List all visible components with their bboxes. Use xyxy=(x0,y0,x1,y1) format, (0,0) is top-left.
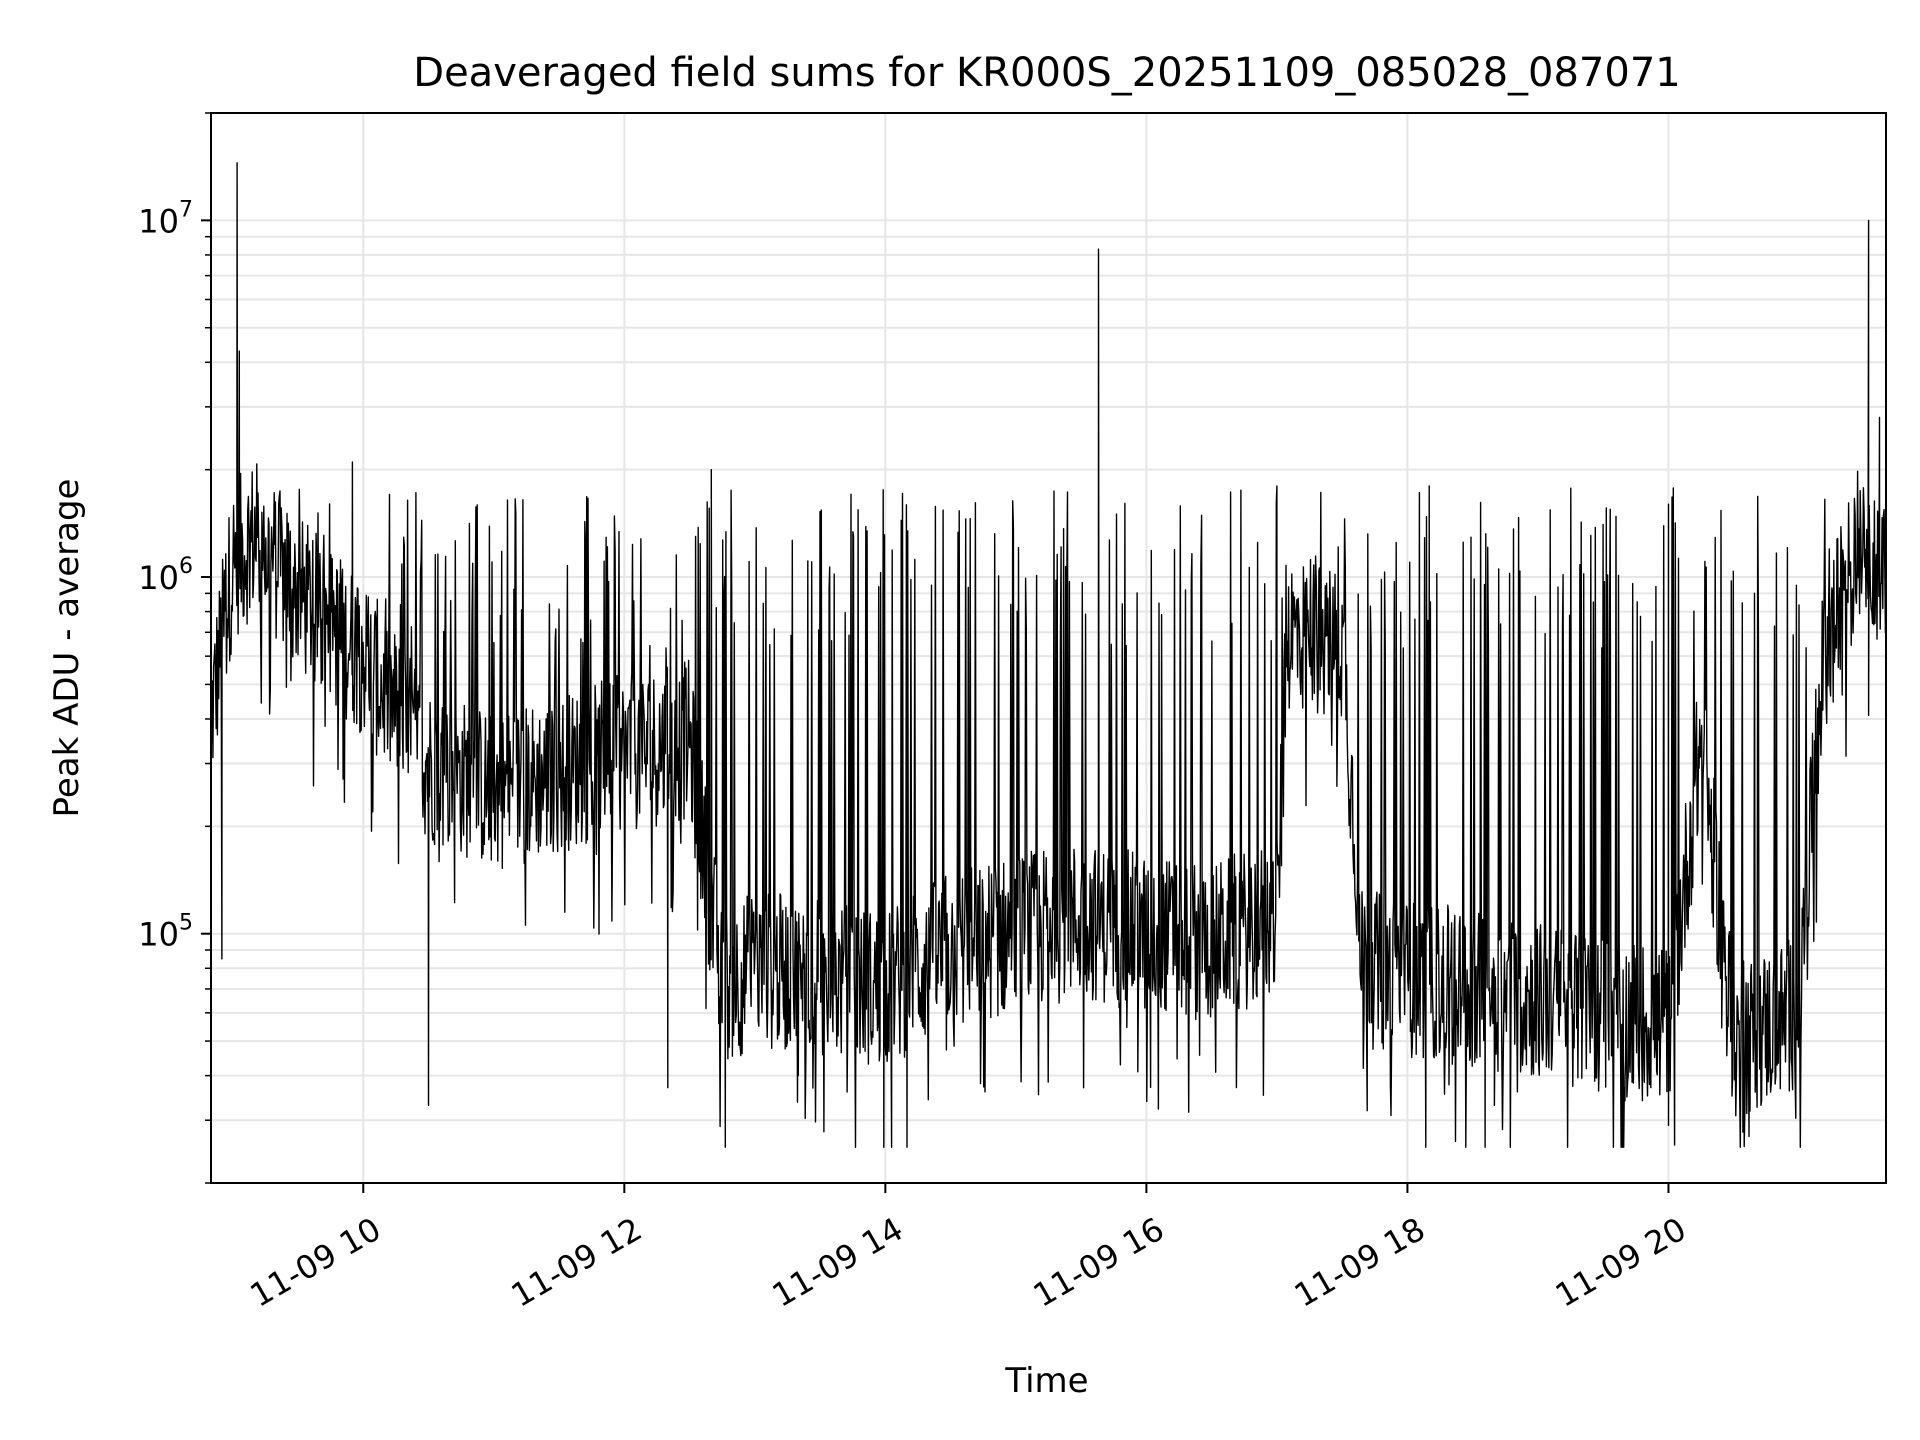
series-line xyxy=(210,162,1887,1148)
chart-title: Deaveraged field sums for KR000S_2025110… xyxy=(413,50,1680,96)
y-tick-label: 105 xyxy=(138,911,193,954)
x-axis-label: Time xyxy=(1004,1361,1088,1401)
plot-frame xyxy=(210,112,1887,1184)
y-axis: 105 106 107 xyxy=(138,112,211,1184)
y-axis-label: Peak ADU - average xyxy=(47,479,87,818)
series-group xyxy=(210,162,1887,1148)
y-tick-label: 107 xyxy=(138,197,193,240)
y-tick-label: 106 xyxy=(138,554,193,597)
